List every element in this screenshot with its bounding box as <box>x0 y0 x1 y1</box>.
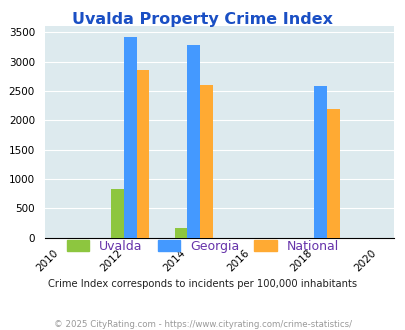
Bar <box>314 86 326 238</box>
Text: Crime Index corresponds to incidents per 100,000 inhabitants: Crime Index corresponds to incidents per… <box>48 279 357 289</box>
Bar <box>200 85 212 238</box>
Text: © 2025 CityRating.com - https://www.cityrating.com/crime-statistics/: © 2025 CityRating.com - https://www.city… <box>54 320 351 329</box>
Bar <box>111 189 124 238</box>
Bar <box>187 45 200 238</box>
Bar <box>326 109 339 238</box>
Text: Uvalda Property Crime Index: Uvalda Property Crime Index <box>72 12 333 26</box>
Bar <box>124 37 136 238</box>
Bar <box>136 70 149 238</box>
Bar <box>175 228 187 238</box>
Bar <box>175 228 187 238</box>
Bar <box>111 189 124 238</box>
Legend: Uvalda, Georgia, National: Uvalda, Georgia, National <box>62 235 343 258</box>
